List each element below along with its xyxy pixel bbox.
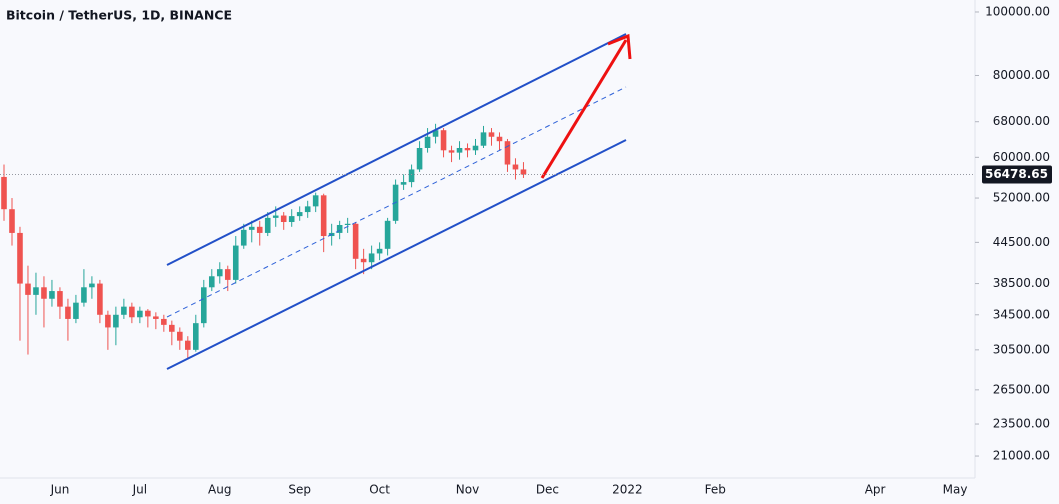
candle-body: [464, 147, 471, 151]
candle-body: [33, 287, 39, 295]
candle-body: [25, 283, 31, 295]
candle-body: [320, 195, 327, 237]
candle-body: [73, 302, 79, 319]
candle-body: [456, 147, 463, 153]
candle-body: [496, 136, 503, 142]
candle-body: [153, 316, 159, 319]
candle-body: [65, 306, 71, 319]
candle-body: [177, 331, 183, 341]
candles: [1, 123, 527, 360]
candle-body: [304, 206, 311, 213]
candle-body: [240, 229, 247, 246]
candle-body: [408, 169, 415, 183]
y-tick-label: 68000.00: [993, 114, 1050, 128]
candle-body: [232, 245, 239, 280]
candle-body: [480, 132, 487, 146]
candle-body: [400, 182, 407, 185]
candle-body: [512, 164, 519, 170]
arrow-head: [607, 33, 632, 60]
candle-body: [432, 130, 439, 137]
candle-body: [424, 136, 431, 148]
candle-body: [185, 340, 191, 350]
candle-body: [352, 223, 359, 259]
candle-body: [296, 212, 303, 217]
candle-body: [504, 141, 511, 165]
y-tick-label: 30500.00: [993, 342, 1050, 356]
x-tick-label: Jun: [50, 483, 70, 497]
candle-body: [145, 310, 151, 317]
y-tick-label: 23500.00: [993, 417, 1050, 431]
y-tick-label: 38500.00: [993, 276, 1050, 290]
candle-body: [248, 226, 255, 230]
y-tick-label: 52000.00: [993, 191, 1050, 205]
candle-body: [113, 314, 119, 328]
candle-body: [1, 176, 7, 210]
candle-body: [368, 253, 375, 263]
candle-body: [129, 306, 135, 318]
x-tick-label: Apr: [865, 483, 886, 497]
x-tick-label: May: [943, 483, 968, 497]
candle-body: [193, 323, 199, 350]
candle-body: [384, 220, 391, 249]
candle-body: [520, 169, 527, 175]
last-price-box: [982, 165, 1052, 184]
x-tick-label: Oct: [369, 483, 390, 497]
candle-body: [41, 287, 47, 299]
y-tick-label: 44500.00: [993, 235, 1050, 249]
candle-body: [264, 217, 271, 233]
candle-body: [256, 226, 263, 233]
candle-body: [344, 223, 351, 225]
arrow-shaft: [540, 39, 628, 179]
candle-body: [472, 145, 479, 151]
candle-body: [137, 310, 143, 318]
y-tick-label: 26500.00: [993, 382, 1050, 396]
y-tick-label: 80000.00: [993, 68, 1050, 82]
candle-body: [216, 269, 223, 277]
candle-body: [448, 150, 455, 153]
candle-body: [89, 283, 95, 288]
candle-body: [488, 132, 495, 137]
candle-body: [416, 147, 423, 170]
candle-body: [81, 287, 87, 303]
candle-body: [312, 195, 319, 207]
y-tick-label: 21000.00: [993, 449, 1050, 463]
x-tick-label: Feb: [705, 483, 726, 497]
candle-body: [9, 209, 15, 233]
x-tick-label: 2022: [612, 483, 643, 497]
x-tick-label: Nov: [456, 483, 479, 497]
candle-body: [200, 287, 207, 324]
x-tick-label: Sep: [288, 483, 311, 497]
candle-body: [17, 232, 23, 284]
candle-body: [161, 318, 167, 325]
candle-body: [288, 216, 295, 223]
last-price-label: 56478.65: [985, 167, 1048, 181]
candle-body: [121, 306, 127, 315]
candle-body: [336, 224, 343, 233]
candle-body: [97, 283, 103, 315]
y-tick-label: 60000.00: [993, 150, 1050, 164]
candle-body: [272, 215, 279, 218]
candle-body: [105, 314, 111, 328]
x-tick-label: Aug: [208, 483, 231, 497]
candle-body: [57, 291, 63, 307]
channel-middle: [166, 86, 627, 318]
candle-body: [360, 258, 367, 263]
channel-upper: [166, 33, 627, 266]
x-tick-label: Dec: [536, 483, 559, 497]
candle-body: [440, 130, 447, 151]
candle-body: [224, 269, 231, 280]
candle-body: [169, 324, 175, 332]
y-tick-label: 100000.00: [985, 4, 1050, 18]
channel-lower: [166, 139, 627, 370]
candle-body: [208, 276, 215, 288]
candle-body: [280, 215, 287, 223]
y-tick-label: 34500.00: [993, 307, 1050, 321]
candle-body: [376, 248, 383, 254]
candle-body: [49, 291, 55, 299]
chart-title: Bitcoin / TetherUS, 1D, BINANCE: [6, 8, 232, 23]
x-tick-label: Jul: [132, 483, 147, 497]
